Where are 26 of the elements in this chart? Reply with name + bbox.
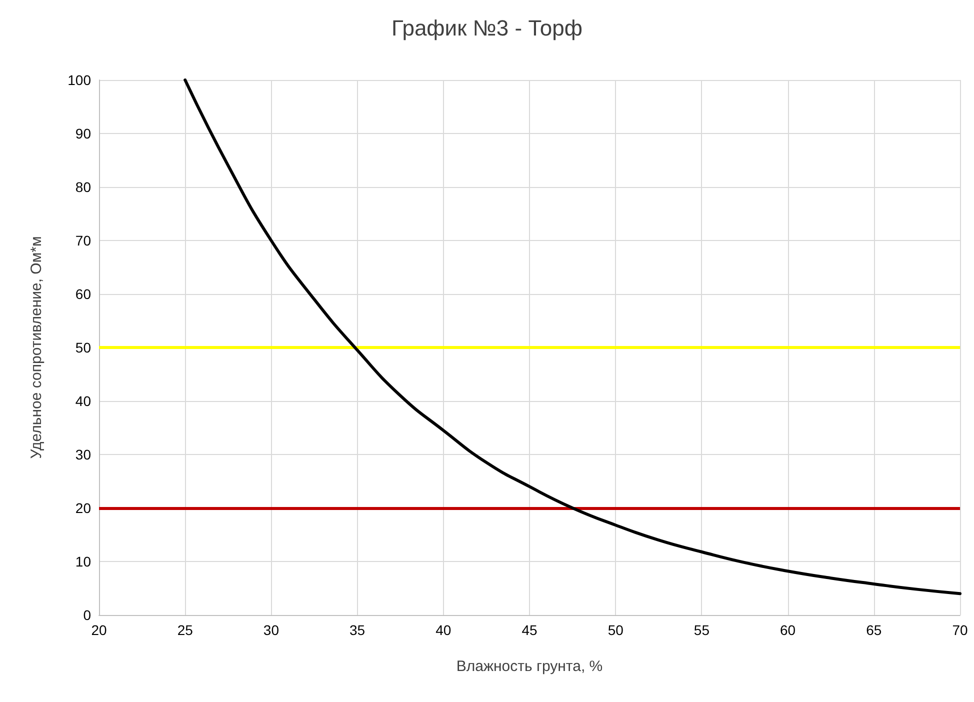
x-tick-label: 55 [694, 622, 710, 638]
y-tick-label: 90 [75, 126, 92, 142]
x-tick-label: 20 [91, 622, 107, 638]
x-tick-label: 25 [177, 622, 194, 638]
x-tick-label: 50 [608, 622, 624, 638]
y-tick-label: 0 [83, 607, 92, 623]
x-tick-label: 40 [436, 622, 452, 638]
y-tick-label: 10 [75, 554, 92, 570]
x-tick-label: 45 [522, 622, 538, 638]
x-tick-label: 70 [952, 622, 968, 638]
y-axis-title: Удельное сопротивление, Ом*м [28, 236, 45, 459]
y-tick-label: 70 [75, 232, 92, 248]
x-tick-label: 65 [866, 622, 882, 638]
y-tick-label: 30 [75, 446, 92, 462]
x-tick-label: 30 [263, 622, 280, 638]
y-tick-label: 20 [75, 500, 92, 516]
y-tick-label: 80 [75, 179, 92, 195]
chart-title: График №3 - Торф [392, 16, 582, 40]
y-tick-label: 50 [75, 340, 92, 356]
x-tick-label: 35 [350, 622, 366, 638]
x-axis-title: Влажность грунта, % [456, 658, 603, 675]
y-tick-label: 100 [68, 72, 92, 88]
y-tick-label: 40 [75, 393, 92, 409]
y-tick-label: 60 [75, 286, 92, 302]
line-series [184, 78, 962, 596]
x-tick-label: 60 [780, 622, 796, 638]
